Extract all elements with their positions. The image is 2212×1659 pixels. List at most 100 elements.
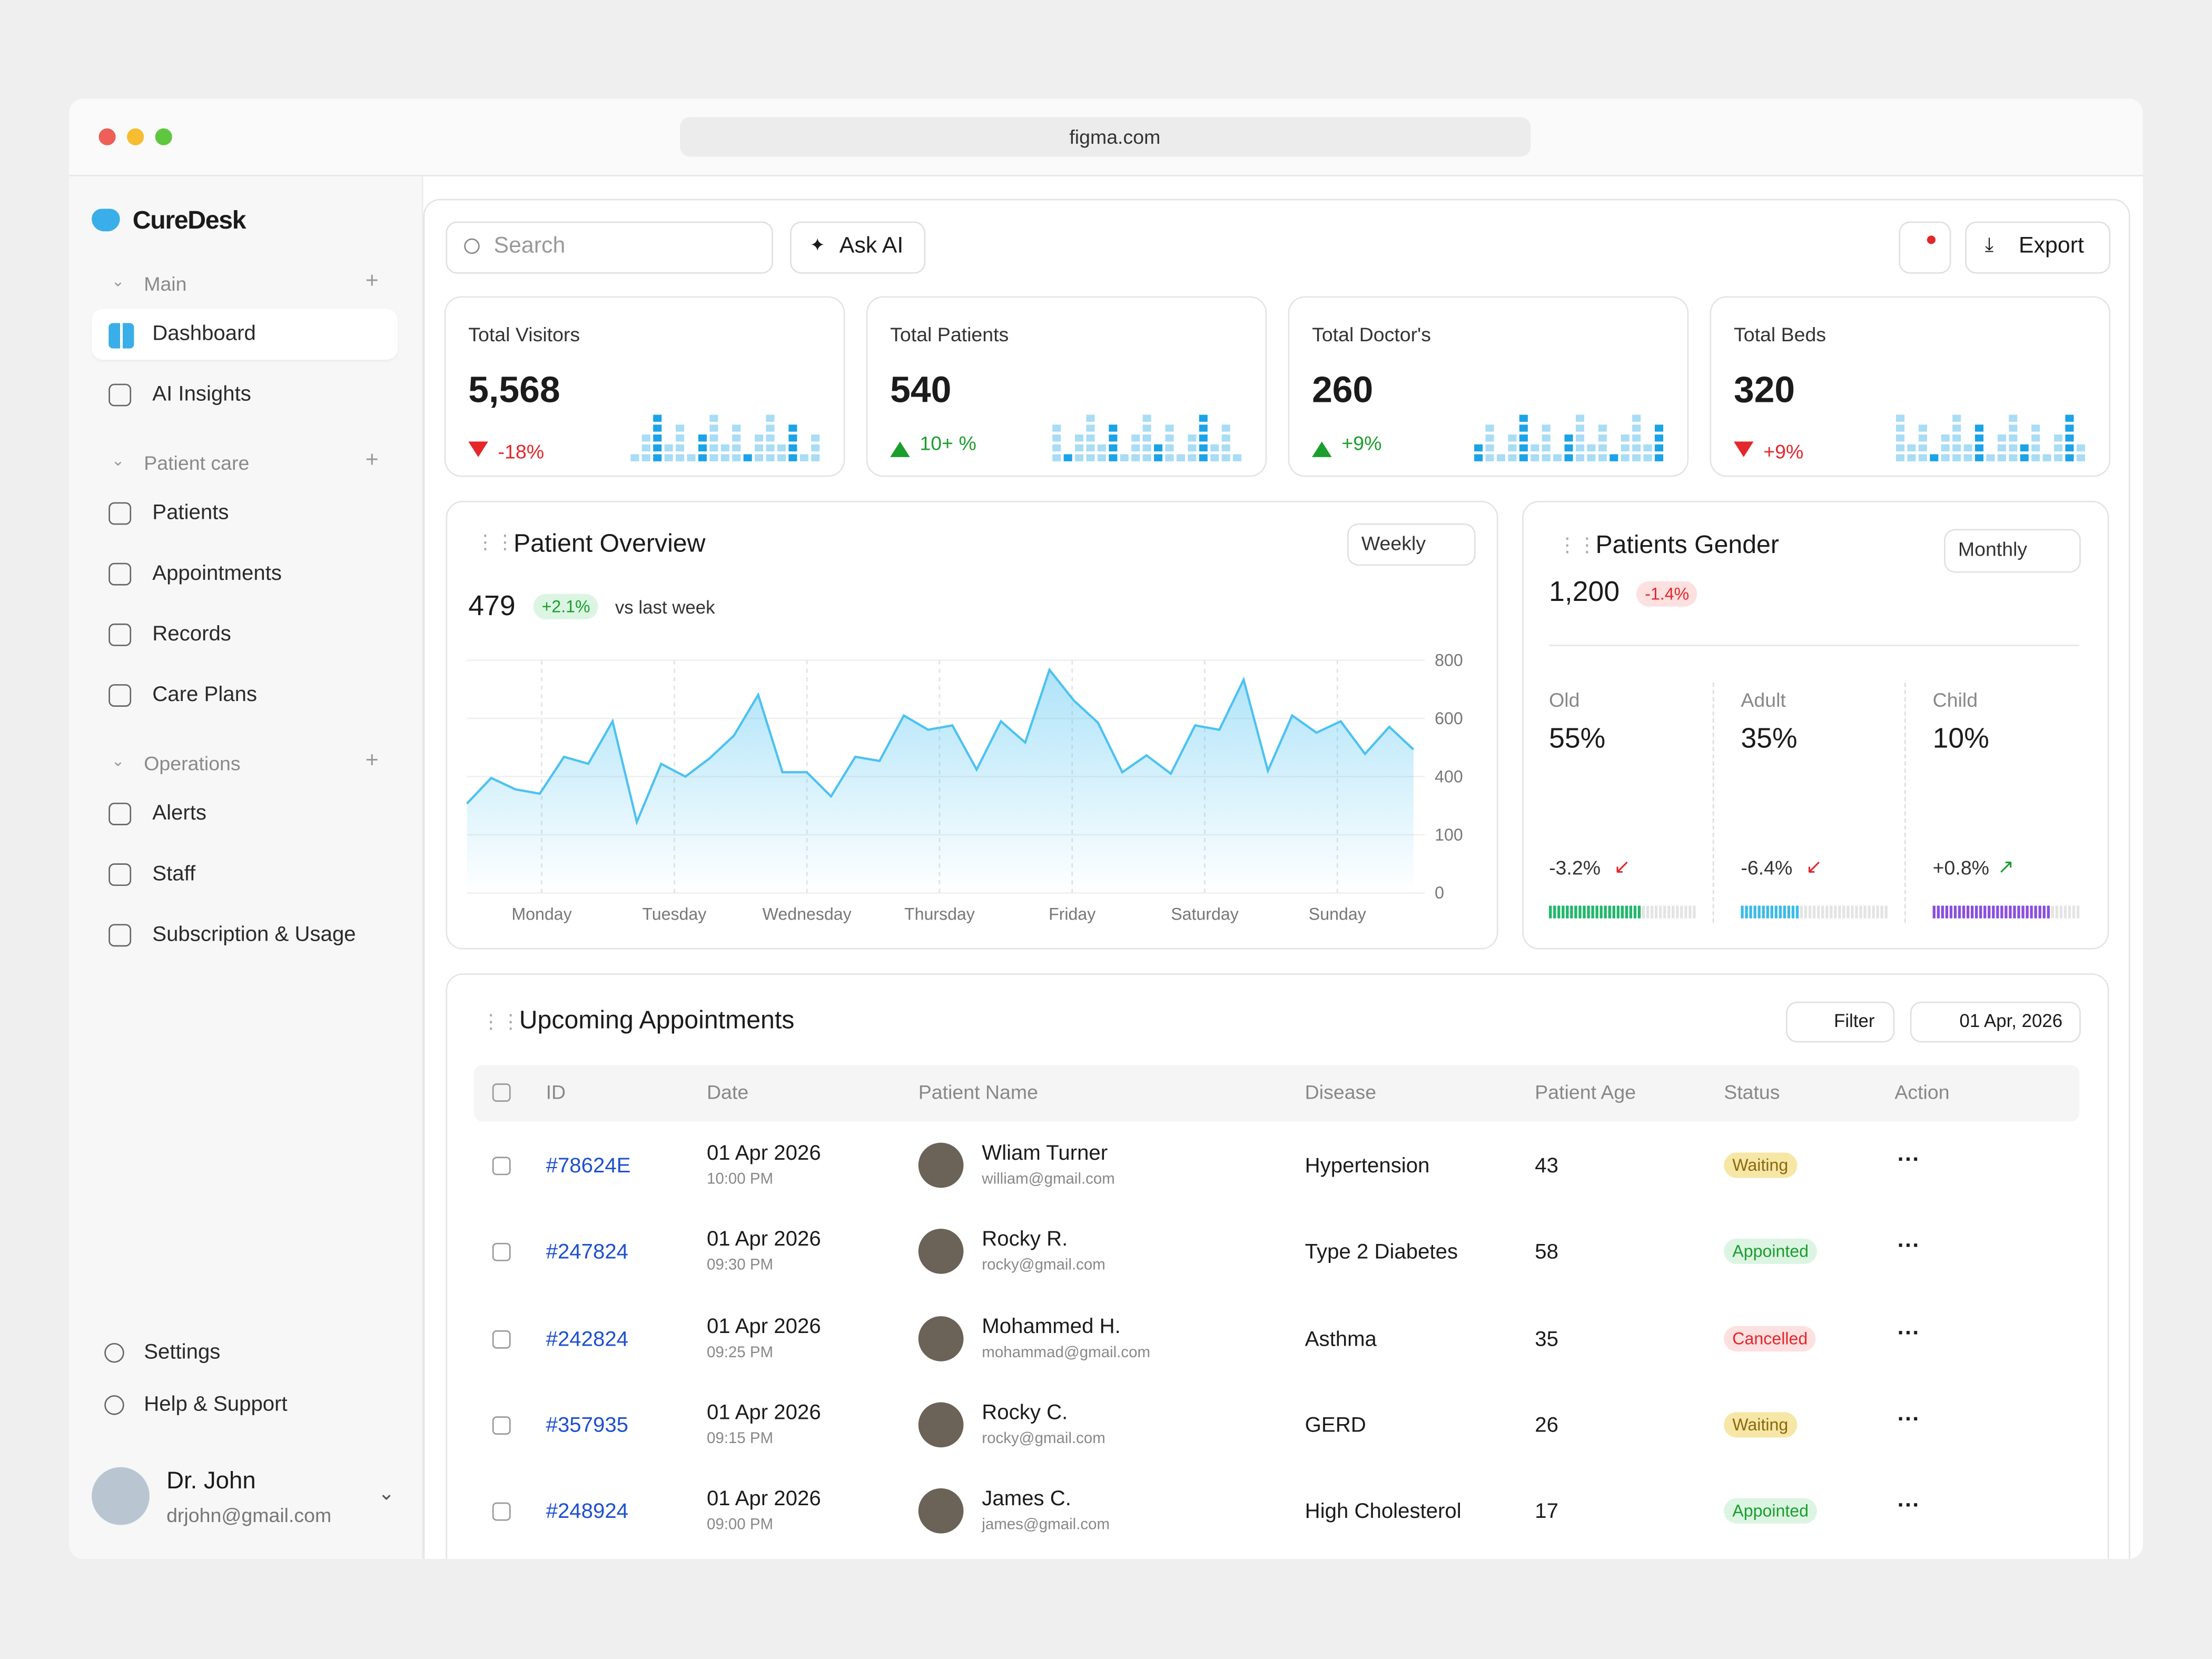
row-time: 09:30 PM [706, 1257, 774, 1275]
avatar [918, 1229, 964, 1275]
nav-item[interactable]: Patients [152, 500, 229, 525]
add-button[interactable]: + [365, 749, 379, 773]
row-id[interactable]: #357935 [546, 1413, 629, 1438]
stat-value: 5,568 [468, 368, 560, 411]
export-button[interactable] [1965, 221, 2111, 274]
period-select[interactable] [1944, 529, 2081, 573]
mini-bar-cell [1519, 424, 1528, 432]
search-placeholder: Search [493, 234, 566, 259]
row-date: 01 Apr 2026 [706, 1228, 821, 1252]
mini-bar-cell [1643, 444, 1652, 452]
ask-label: Ask AI [839, 234, 904, 259]
progress-tick [1932, 905, 1935, 919]
row-action[interactable]: ··· [1897, 1321, 1920, 1346]
line [466, 667, 1415, 826]
search-icon [464, 238, 480, 254]
add-button[interactable]: + [365, 269, 379, 294]
mini-bar-cell [1221, 444, 1230, 452]
min-dot[interactable] [127, 128, 144, 145]
checkbox[interactable] [492, 1157, 511, 1176]
mini-bar-cell [2009, 454, 2018, 461]
drag-handle: ⋮⋮ [475, 530, 515, 553]
mini-bar-cell [1918, 424, 1927, 432]
checkbox[interactable] [492, 1416, 511, 1435]
progress-tick [1762, 905, 1765, 919]
checkbox[interactable] [492, 1503, 511, 1522]
date-label: 01 Apr, 2026 [1959, 1010, 2063, 1032]
mini-bar-cell [698, 434, 707, 442]
progress-tick [1557, 905, 1561, 919]
progress-tick [1804, 905, 1808, 919]
nav-item[interactable]: Alerts [152, 801, 206, 825]
date-button[interactable] [1910, 1001, 2081, 1043]
row-disease: Hypertension [1305, 1154, 1430, 1178]
footer-item[interactable]: Settings [144, 1340, 221, 1365]
nav-item[interactable]: Staff [152, 862, 196, 886]
ask-button[interactable] [789, 221, 926, 274]
progress-tick [1621, 905, 1624, 919]
user-menu[interactable]: ⌄ [378, 1481, 395, 1504]
row-id[interactable]: #242824 [546, 1327, 629, 1351]
mini-bar-cell [1542, 434, 1551, 442]
nav-item[interactable]: AI Insights [152, 382, 251, 407]
mini-bar-cell [1632, 454, 1641, 461]
progress-tick [1566, 905, 1569, 919]
progress-tick [1953, 905, 1957, 919]
search-box[interactable] [446, 221, 773, 274]
mini-bar-cell [1952, 434, 1961, 442]
nav-item[interactable]: Subscription & Usage [152, 922, 356, 947]
row-time: 10:00 PM [706, 1171, 774, 1188]
trend-arrow: ↙ [1805, 855, 1823, 878]
group-change: -6.4% [1741, 856, 1793, 879]
close-dot[interactable] [98, 128, 116, 145]
row-id[interactable]: #78624E [546, 1154, 631, 1178]
mini-bar-cell [1154, 454, 1163, 461]
mini-bar-cell [788, 454, 797, 461]
mini-bar-cell [1485, 434, 1494, 442]
stat-change: +9% [1341, 431, 1382, 455]
mini-bar-cell [676, 444, 685, 452]
row-id[interactable]: #247824 [546, 1240, 629, 1265]
nav-item[interactable]: Appointments [152, 561, 282, 586]
progress-tick [1680, 905, 1683, 919]
row-disease: High Cholesterol [1305, 1499, 1461, 1524]
footer-icon [104, 1395, 124, 1415]
progress-tick [1672, 905, 1675, 919]
avatar [918, 1488, 964, 1534]
filter-button[interactable] [1786, 1001, 1895, 1043]
group-share: 55% [1549, 724, 1606, 755]
address-bar[interactable] [680, 117, 1531, 157]
checkbox[interactable] [492, 1083, 511, 1102]
period-select[interactable] [1347, 523, 1476, 566]
add-button[interactable]: + [365, 448, 379, 473]
row-action[interactable]: ··· [1897, 1407, 1920, 1432]
row-email: rocky@gmail.com [982, 1257, 1105, 1275]
row-action[interactable]: ··· [1897, 1235, 1920, 1259]
mini-bar-cell [1575, 454, 1585, 461]
nav-icon [108, 502, 132, 525]
mini-bar-cell [755, 454, 764, 461]
y-tick-label: 100 [1435, 825, 1463, 844]
divider [1549, 645, 2080, 646]
row-id[interactable]: #248924 [546, 1499, 629, 1524]
mini-bar-cell [1097, 454, 1106, 461]
mini-bar-cell [1654, 424, 1664, 432]
row-action[interactable]: ··· [1897, 1148, 1920, 1172]
max-dot[interactable] [155, 128, 172, 145]
nav-item[interactable]: Care Plans [152, 683, 258, 707]
nav-icon [108, 623, 132, 646]
checkbox[interactable] [492, 1329, 511, 1348]
mini-bar-cell [1575, 444, 1585, 452]
nav-item[interactable]: Records [152, 622, 231, 646]
mini-bar-cell [1542, 424, 1551, 432]
progress-tick [1859, 905, 1862, 919]
row-action[interactable]: ··· [1897, 1494, 1920, 1518]
mini-bar-cell [1918, 444, 1927, 452]
gender-card [1522, 500, 2109, 950]
bell-button[interactable] [1899, 221, 1951, 274]
nav-active[interactable] [92, 309, 398, 360]
nav-item[interactable]: Dashboard [152, 321, 256, 346]
checkbox[interactable] [492, 1243, 511, 1262]
mini-bar-cell [1142, 444, 1151, 452]
footer-item[interactable]: Help & Support [144, 1392, 288, 1417]
